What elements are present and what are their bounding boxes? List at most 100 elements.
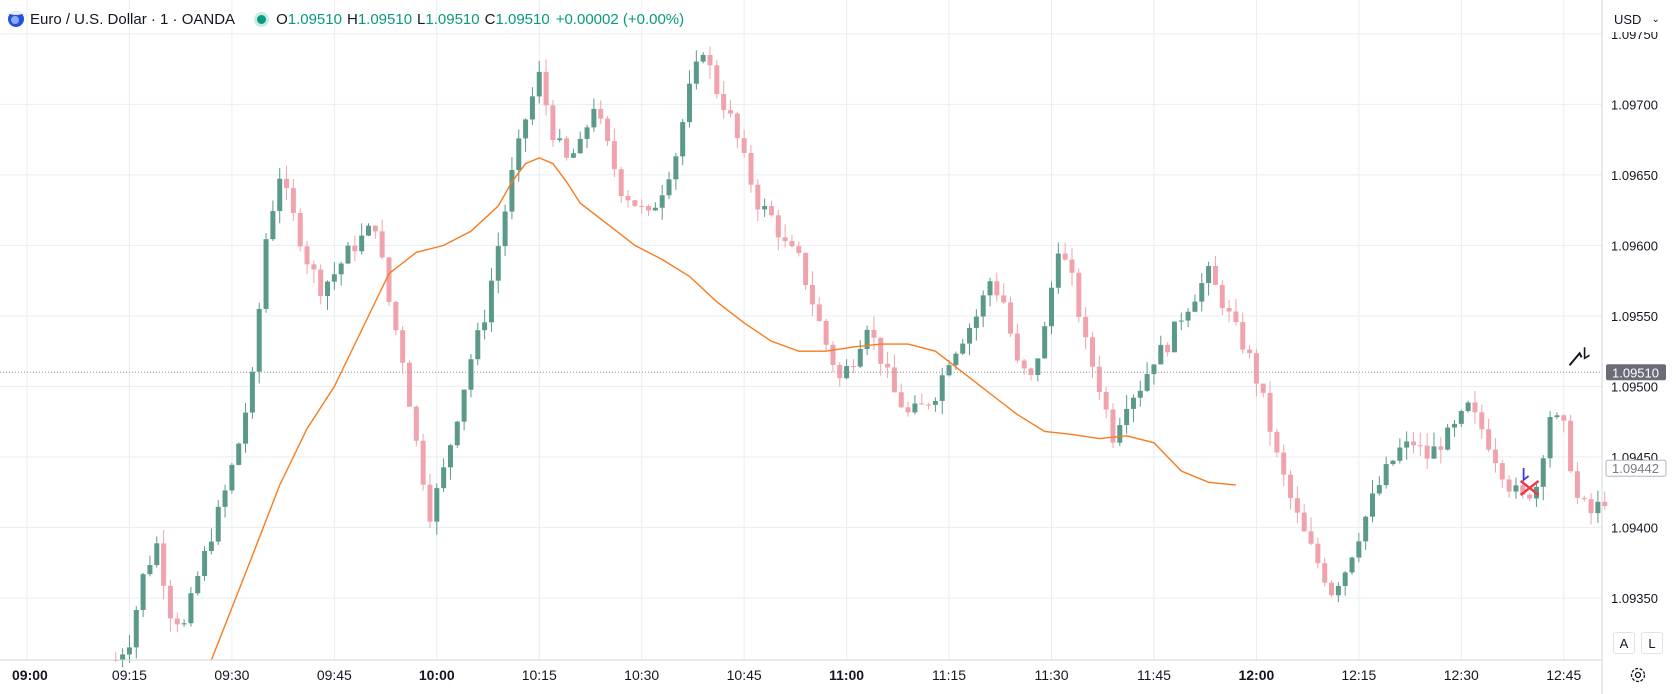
x-tick-label: 12:15 <box>1341 667 1376 683</box>
candle-body <box>441 467 447 489</box>
candle-body <box>926 404 932 406</box>
candle-body <box>912 403 918 413</box>
currency-selector[interactable]: USD ⌄ <box>1606 6 1666 32</box>
candle-body <box>1363 516 1369 542</box>
candle-body <box>379 231 385 258</box>
candle-body <box>147 565 153 575</box>
candle-body <box>1089 337 1095 367</box>
candle-body <box>570 153 576 158</box>
candle-body <box>311 264 317 270</box>
candle-body <box>823 321 829 345</box>
candle-body <box>980 295 986 317</box>
candle-body <box>420 440 426 485</box>
candle-body <box>707 54 713 66</box>
x-tick-label: 12:45 <box>1546 667 1581 683</box>
candle-body <box>1144 374 1150 391</box>
candle-body <box>1472 402 1478 413</box>
candle-body <box>1383 464 1389 486</box>
candle-body <box>359 235 365 252</box>
candle-body <box>482 322 488 331</box>
candle-body <box>215 506 221 542</box>
candle-body <box>775 215 781 238</box>
y-tick-label: 1.09600 <box>1611 238 1658 253</box>
candle-body <box>837 364 843 379</box>
candle-body <box>1301 512 1307 532</box>
candle-body <box>652 207 658 211</box>
candle-body <box>1001 295 1007 303</box>
candle-body <box>1445 427 1451 450</box>
x-tick-label: 11:30 <box>1035 667 1069 683</box>
candle-body <box>277 178 283 212</box>
candle-body <box>666 179 672 196</box>
candle-body <box>454 421 460 446</box>
candle-body <box>249 371 255 413</box>
candle-body <box>1240 322 1246 350</box>
candle-body <box>297 212 303 247</box>
candle-body <box>1117 425 1123 443</box>
candle-body <box>475 330 481 360</box>
candle-body <box>236 443 242 465</box>
candle-body <box>1199 283 1205 302</box>
candle-body <box>584 127 590 139</box>
candle-body <box>1370 493 1376 517</box>
candle-body <box>1137 390 1143 398</box>
candle-body <box>591 108 597 128</box>
y-tick-label: 1.09550 <box>1611 309 1658 324</box>
red-cross-mark <box>1519 479 1540 496</box>
candle-body <box>673 156 679 180</box>
candle-body <box>857 348 863 367</box>
candle-body <box>1096 366 1102 392</box>
change-value: +0.00002 (+0.00%) <box>555 10 685 28</box>
candle-body <box>946 365 952 376</box>
candle-body <box>1294 498 1300 513</box>
candle-body <box>1042 326 1048 359</box>
candle-body <box>1219 284 1225 309</box>
symbol-title[interactable]: Euro / U.S. Dollar · 1 · OANDA <box>30 10 236 28</box>
candle-body <box>1349 557 1355 573</box>
candle-body <box>202 551 208 576</box>
x-tick-label: 09:00 <box>12 667 48 683</box>
close-label: C <box>484 10 496 28</box>
candle-body <box>1274 431 1280 453</box>
auto-scale-button[interactable]: A <box>1613 632 1635 654</box>
candle-body <box>1192 301 1198 312</box>
candle-body <box>905 407 911 413</box>
candle-body <box>550 105 556 141</box>
candle-body <box>1008 302 1014 334</box>
candle-body <box>1390 460 1396 465</box>
low-value: 1.09510 <box>425 10 480 28</box>
ma-value-badge <box>1605 459 1667 477</box>
candles-layer <box>113 46 1608 668</box>
candle-body <box>1588 499 1594 514</box>
candle-body <box>1520 485 1526 495</box>
candle-body <box>174 618 180 625</box>
candle-body <box>598 108 604 119</box>
candle-body <box>987 281 993 296</box>
candle-body <box>447 445 453 468</box>
y-tick-label: 1.09700 <box>1611 97 1658 112</box>
candle-body <box>386 257 392 302</box>
candle-body <box>734 113 740 139</box>
candle-body <box>126 647 132 655</box>
candle-body <box>1547 417 1553 459</box>
candle-body <box>1165 344 1171 353</box>
y-tick-label: 1.09350 <box>1611 591 1658 606</box>
candle-body <box>850 366 856 368</box>
candle-body <box>646 206 652 211</box>
candle-body <box>1554 415 1560 418</box>
x-tick-label: 10:30 <box>624 667 659 683</box>
candle-body <box>461 389 467 422</box>
candle-body <box>967 327 973 344</box>
candle-body <box>727 110 733 114</box>
candle-body <box>488 280 494 323</box>
black-arrow-mark <box>1583 347 1590 360</box>
candle-body <box>618 169 624 196</box>
currency-label: USD <box>1614 11 1642 27</box>
candle-body <box>1506 479 1512 492</box>
candle-body <box>939 375 945 401</box>
high-value: 1.09510 <box>357 10 413 28</box>
log-scale-button[interactable]: L <box>1641 632 1663 654</box>
settings-gear-icon[interactable] <box>1627 664 1649 686</box>
candle-body <box>304 246 310 265</box>
